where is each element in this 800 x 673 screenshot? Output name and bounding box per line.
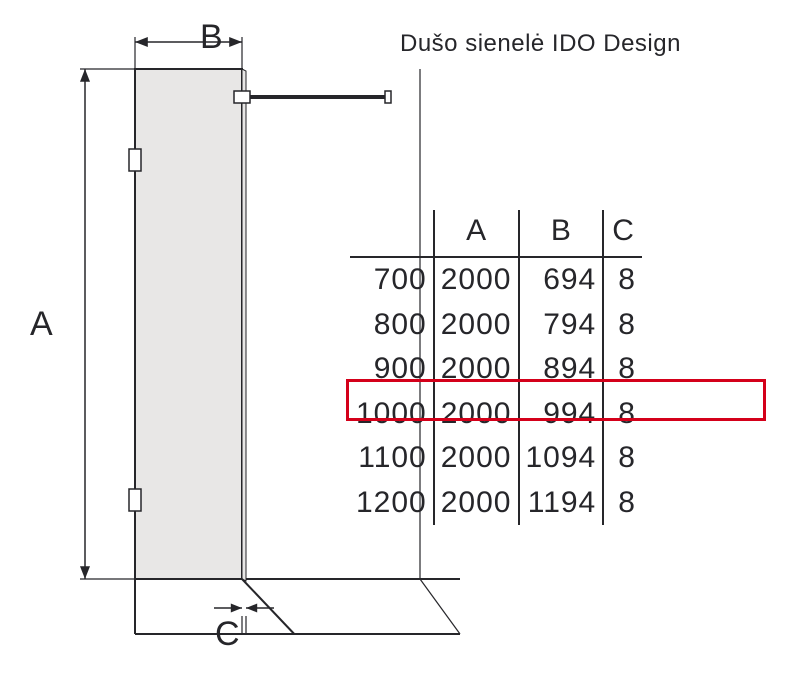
col-header-b: B — [519, 210, 604, 257]
table-row: 90020008948 — [350, 347, 642, 392]
table-cell: 2000 — [434, 436, 519, 481]
table-cell: 8 — [603, 257, 642, 303]
col-header-c: C — [603, 210, 642, 257]
table-cell: 8 — [603, 481, 642, 526]
table-cell: 900 — [350, 347, 434, 392]
dim-label-c: C — [215, 615, 240, 654]
table-cell: 700 — [350, 257, 434, 303]
table-cell: 8 — [603, 303, 642, 348]
table-cell: 994 — [519, 392, 604, 437]
dim-label-a: A — [30, 305, 53, 344]
table-row: 100020009948 — [350, 392, 642, 437]
figure-container: Dušo sienelė IDO Design A B C A B C 7002… — [0, 0, 800, 673]
table-cell: 800 — [350, 303, 434, 348]
table-row: 1200200011948 — [350, 481, 642, 526]
table-cell: 1094 — [519, 436, 604, 481]
table-cell: 2000 — [434, 347, 519, 392]
table-cell: 2000 — [434, 303, 519, 348]
dim-label-b: B — [200, 18, 223, 57]
table-cell: 1194 — [519, 481, 604, 526]
table-cell: 894 — [519, 347, 604, 392]
col-header-blank — [350, 210, 434, 257]
table-cell: 2000 — [434, 481, 519, 526]
table-cell: 1000 — [350, 392, 434, 437]
table-cell: 1200 — [350, 481, 434, 526]
table-cell: 1100 — [350, 436, 434, 481]
table-header-row: A B C — [350, 210, 642, 257]
dimensions-table: A B C 7002000694880020007948900200089481… — [350, 210, 642, 525]
table-cell: 8 — [603, 436, 642, 481]
table-cell: 2000 — [434, 257, 519, 303]
figure-title: Dušo sienelė IDO Design — [400, 30, 681, 58]
table-cell: 8 — [603, 392, 642, 437]
table-cell: 794 — [519, 303, 604, 348]
table-row: 70020006948 — [350, 257, 642, 303]
table-cell: 694 — [519, 257, 604, 303]
table-cell: 8 — [603, 347, 642, 392]
table-row: 1100200010948 — [350, 436, 642, 481]
dimensions-table-wrap: A B C 7002000694880020007948900200089481… — [350, 210, 642, 525]
col-header-a: A — [434, 210, 519, 257]
table-row: 80020007948 — [350, 303, 642, 348]
table-body: 7002000694880020007948900200089481000200… — [350, 257, 642, 525]
table-cell: 2000 — [434, 392, 519, 437]
